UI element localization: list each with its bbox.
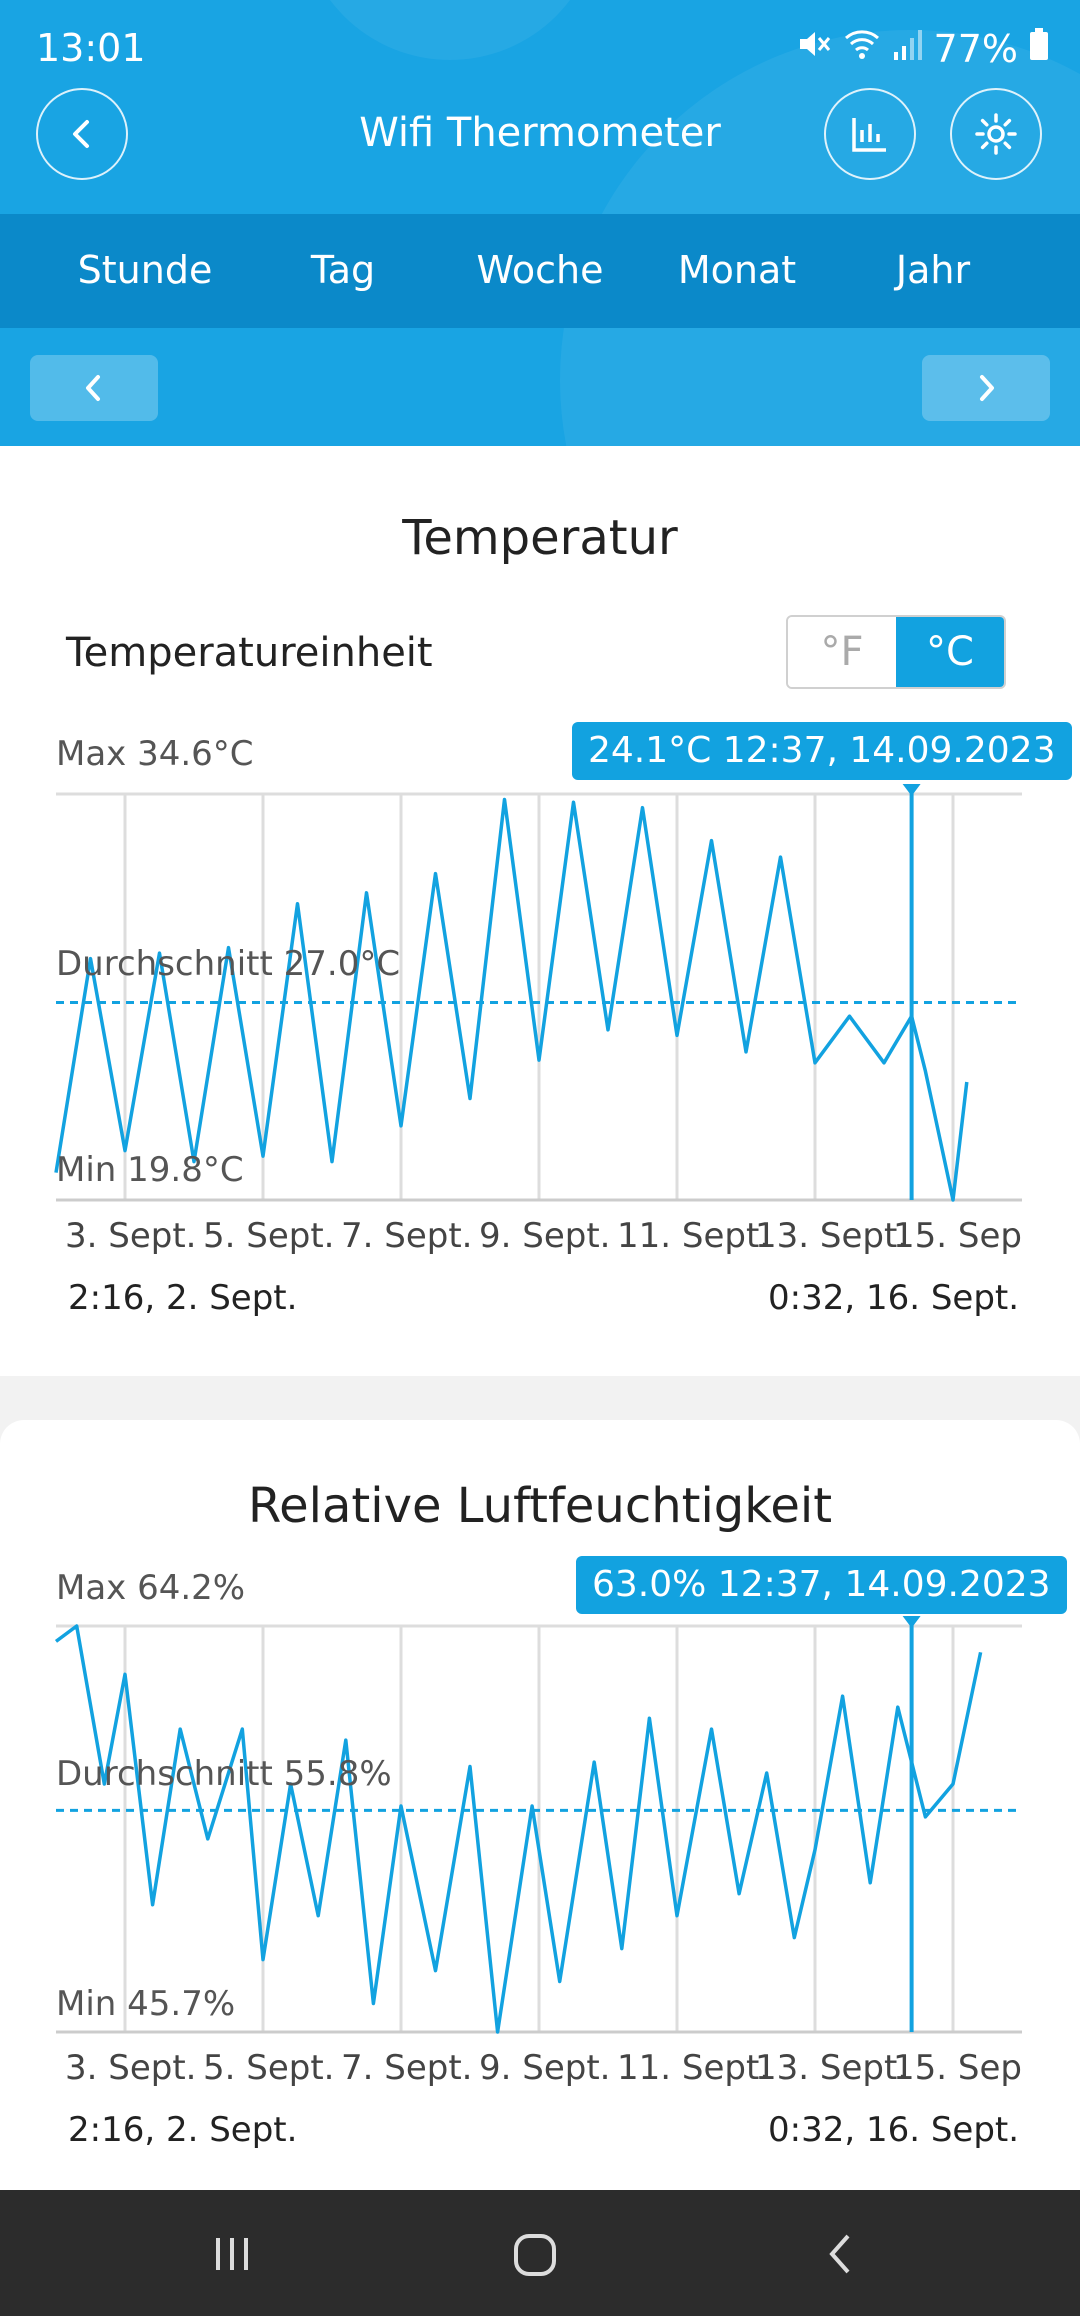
bar-chart-icon [852,118,886,152]
hum-marker-badge: 63.0% 12:37, 14.09.2023 [576,1556,1067,1614]
tab-tag[interactable]: Tag [310,248,376,292]
status-icons: 77% [796,26,1050,71]
hum-avg-label: Durchschnitt 55.8% [56,1754,392,1794]
period-tabs: Stunde Tag Woche Monat Jahr [0,214,1080,328]
temp-range-start: 2:16, 2. Sept. [68,1278,298,1318]
page-title: Wifi Thermometer [359,110,721,156]
back-button[interactable] [36,88,128,180]
temp-range-end: 0:32, 16. Sept. [768,1278,1020,1318]
tab-woche[interactable]: Woche [476,248,604,292]
unit-celsius-option[interactable]: °C [896,617,1004,687]
chevron-left-icon [86,375,100,401]
temperature-unit-label: Temperatureinheit [66,630,433,676]
battery-percent: 77% [933,26,1018,71]
hum-max-label: Max 64.2% [56,1568,246,1608]
tab-monat[interactable]: Monat [677,248,797,292]
hum-series-line [54,1624,983,2034]
next-period-button[interactable] [922,355,1050,421]
statistics-button[interactable] [824,88,916,180]
back-nav-icon[interactable] [820,2232,864,2276]
humidity-chart [54,1616,1022,2034]
signal-icon [892,26,924,71]
temp-marker-pointer [902,784,921,796]
hum-min-label: Min 45.7% [56,1984,236,2024]
humidity-title: Relative Luftfeuchtigkeit [247,1478,833,1534]
system-navigation-bar [0,2190,1080,2316]
settings-button[interactable] [950,88,1042,180]
status-bar: 13:01 77% [36,26,1050,71]
hum-marker-pointer [902,1616,921,1628]
battery-icon [1028,26,1050,71]
temperature-title: Temperatur [402,510,678,566]
temperature-chart [54,784,1022,1202]
temp-series-line [54,797,969,1202]
mute-icon [796,26,832,71]
previous-period-button[interactable] [30,355,158,421]
temp-max-label: Max 34.6°C [56,734,254,774]
recent-apps-icon[interactable] [210,2232,254,2276]
unit-fahrenheit-option[interactable]: °F [788,617,896,687]
temp-avg-label: Durchschnitt 27.0°C [56,944,401,984]
tab-stunde[interactable]: Stunde [77,248,213,292]
home-icon[interactable] [512,2232,558,2278]
chevron-right-icon [980,375,994,401]
hum-range-end: 0:32, 16. Sept. [768,2110,1020,2150]
chevron-left-icon [73,120,89,148]
temperature-unit-toggle: °F °C [786,615,1006,689]
tab-jahr[interactable]: Jahr [895,248,971,292]
status-time: 13:01 [36,26,146,70]
temp-min-label: Min 19.8°C [56,1150,244,1190]
temp-marker-badge: 24.1°C 12:37, 14.09.2023 [572,722,1072,780]
header: 13:01 77% Wifi Thermometer Stunde Tag [0,0,1080,446]
gear-icon [975,113,1017,155]
hum-range-start: 2:16, 2. Sept. [68,2110,298,2150]
wifi-icon [842,26,882,71]
